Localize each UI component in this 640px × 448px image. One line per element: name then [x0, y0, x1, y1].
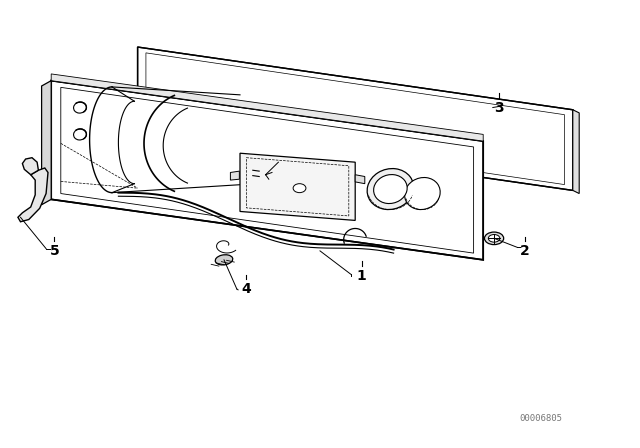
Text: 4: 4 [241, 282, 252, 296]
Text: 00006805: 00006805 [519, 414, 563, 423]
Polygon shape [230, 171, 239, 180]
Polygon shape [240, 153, 355, 220]
Ellipse shape [488, 235, 500, 242]
Polygon shape [51, 81, 483, 260]
Ellipse shape [367, 168, 413, 210]
Circle shape [293, 184, 306, 193]
Polygon shape [22, 158, 38, 175]
Polygon shape [138, 47, 573, 190]
Ellipse shape [74, 129, 86, 140]
Ellipse shape [484, 232, 504, 245]
Ellipse shape [404, 177, 440, 210]
Polygon shape [573, 110, 579, 194]
Text: 1: 1 [356, 268, 367, 283]
Text: 3: 3 [494, 100, 504, 115]
Ellipse shape [215, 255, 233, 265]
Ellipse shape [74, 102, 86, 113]
Polygon shape [51, 74, 483, 141]
Text: 2: 2 [520, 244, 530, 258]
Ellipse shape [374, 175, 407, 203]
Polygon shape [42, 81, 51, 205]
Polygon shape [18, 168, 48, 222]
Polygon shape [355, 175, 365, 184]
Text: 5: 5 [49, 244, 60, 258]
